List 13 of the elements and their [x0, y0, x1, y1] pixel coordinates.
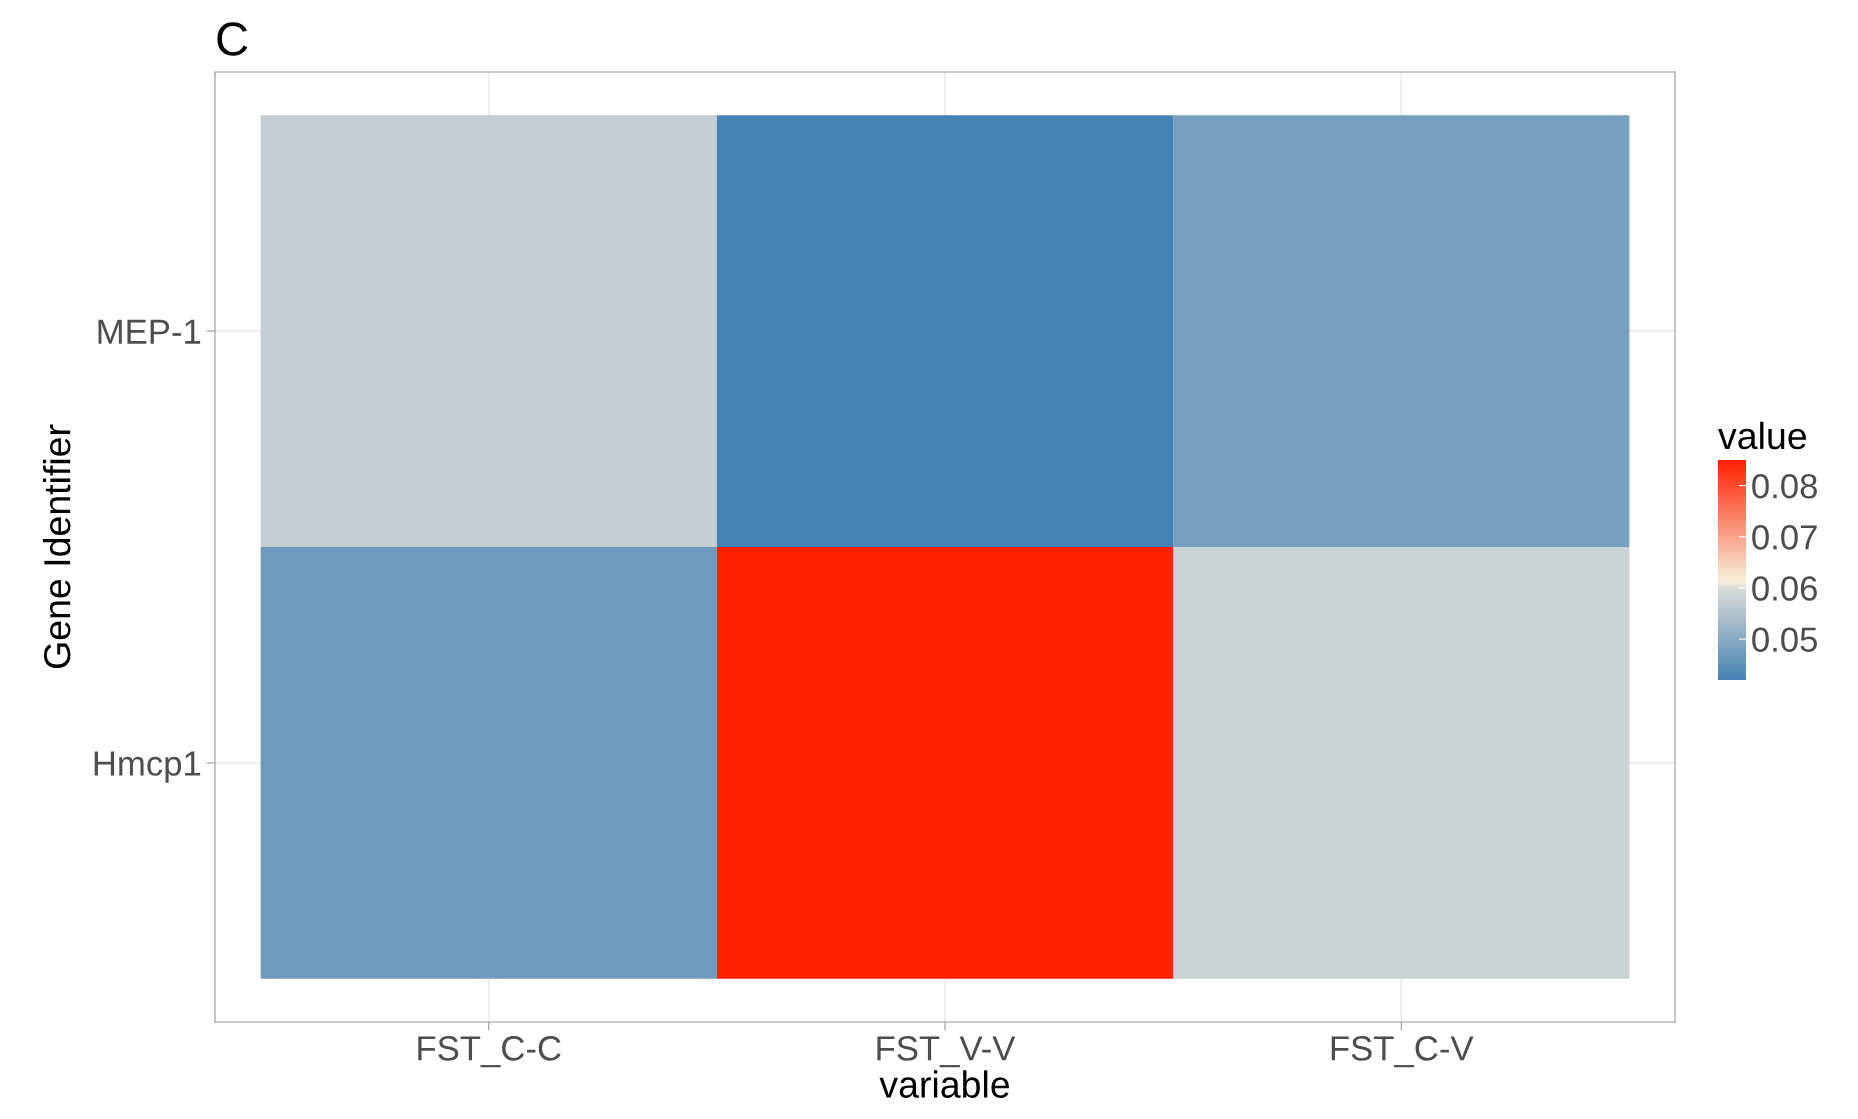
- color-bar-label: 0.06: [1752, 576, 1817, 601]
- chart-title: C: [217, 22, 248, 56]
- color-bar-title: value: [1718, 421, 1806, 450]
- y-tick-label: MEP-1: [98, 319, 201, 344]
- x-tick-label: FST_V-V: [877, 1036, 1016, 1068]
- color-bar-label: 0.05: [1752, 627, 1817, 652]
- x-axis-title: variable: [879, 1070, 1009, 1098]
- x-tick-label: FST_C-C: [418, 1036, 561, 1068]
- y-tick-label: Hmcp1: [94, 751, 201, 783]
- x-tick-label: FST_C-V: [1331, 1036, 1474, 1068]
- color-bar-label: 0.08: [1752, 473, 1817, 499]
- color-bar-label: 0.07: [1752, 525, 1817, 550]
- y-axis-title: Gene Identifier: [42, 424, 71, 669]
